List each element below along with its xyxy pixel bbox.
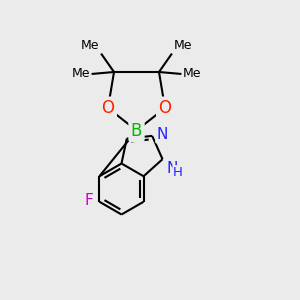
Text: H: H: [173, 166, 183, 179]
Text: O: O: [101, 99, 115, 117]
Text: Me: Me: [81, 39, 100, 52]
Text: O: O: [158, 99, 172, 117]
Text: B: B: [131, 122, 142, 140]
Text: N: N: [157, 127, 168, 142]
Text: N: N: [166, 161, 178, 176]
Text: Me: Me: [173, 39, 192, 52]
Text: Me: Me: [183, 68, 201, 80]
Text: Me: Me: [72, 68, 90, 80]
Text: F: F: [84, 193, 93, 208]
